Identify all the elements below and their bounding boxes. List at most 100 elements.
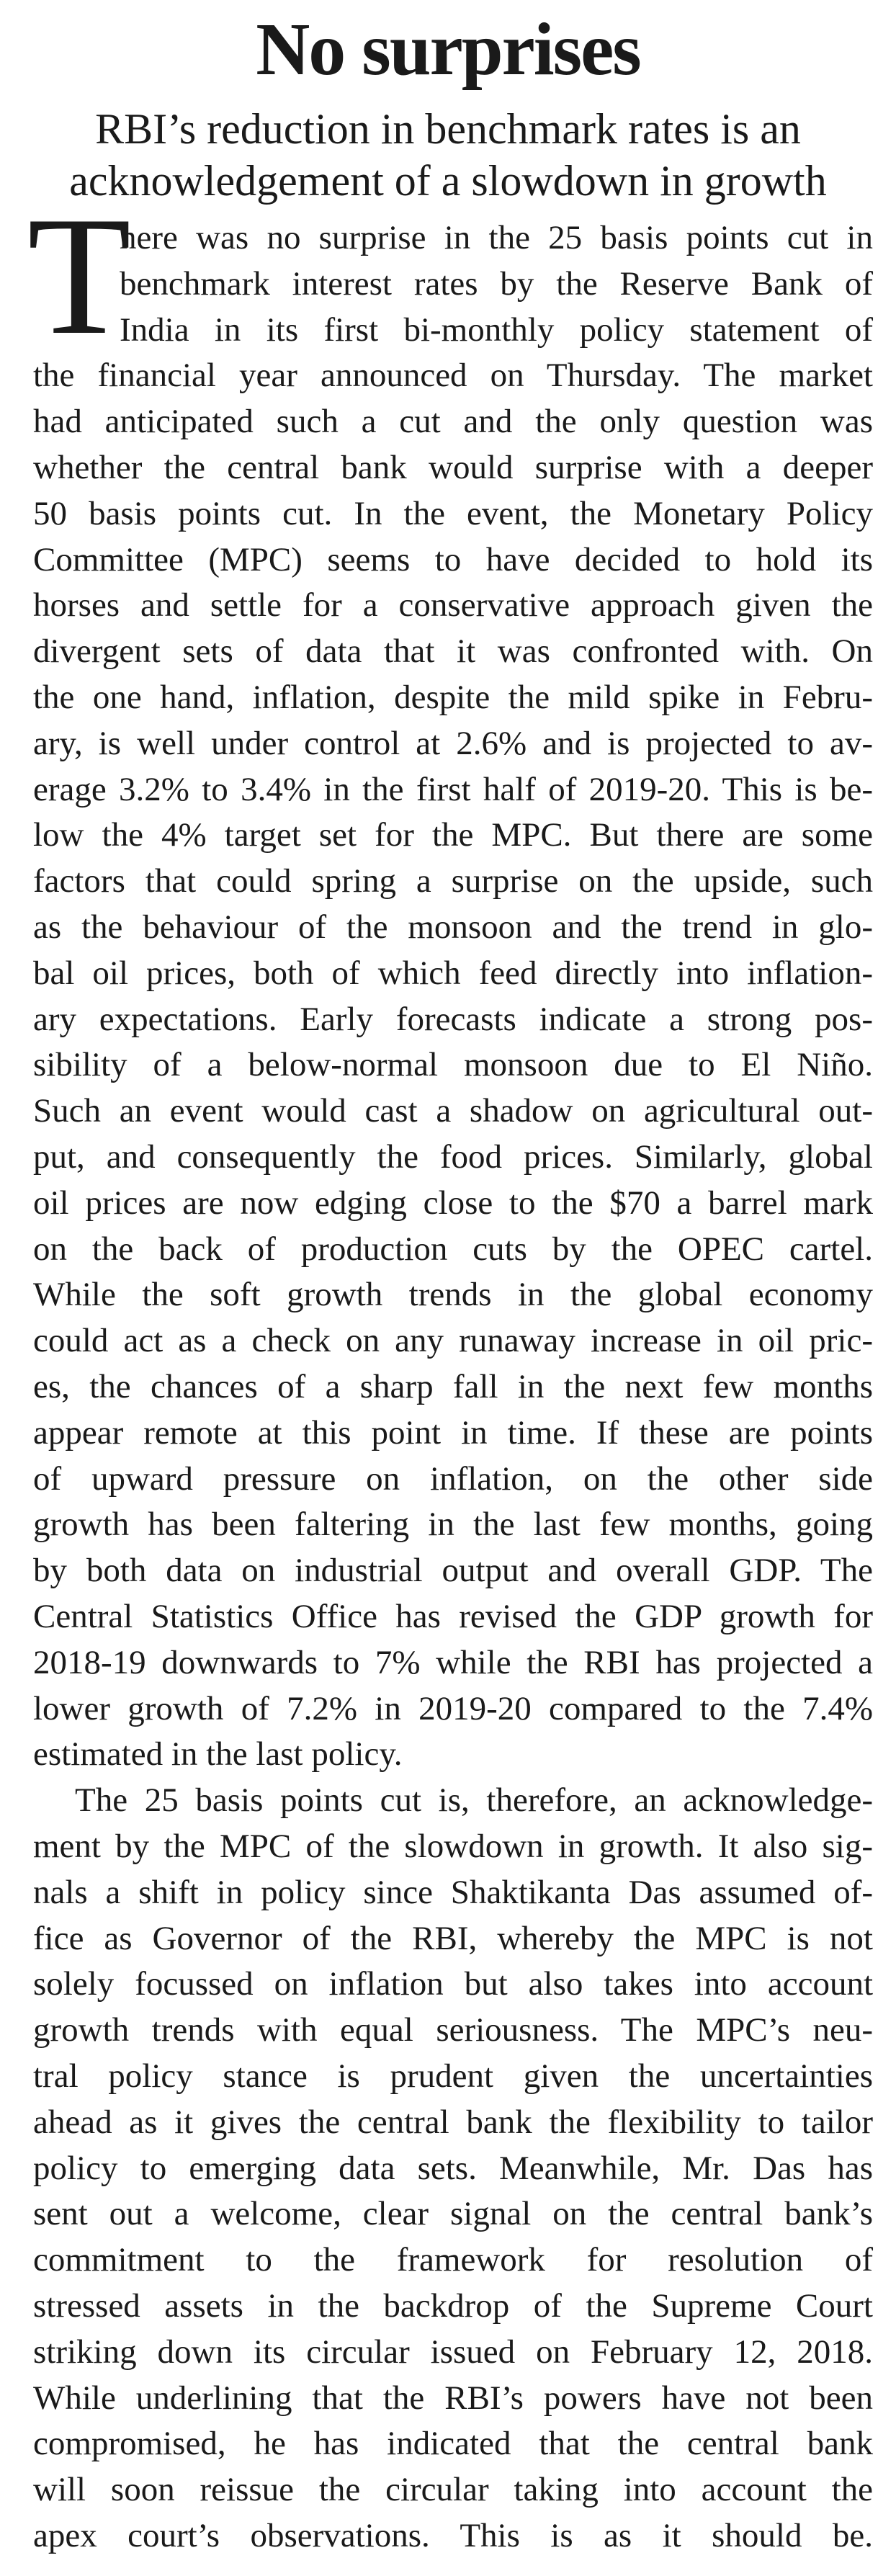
body-text: stressed assets in the backdrop of the S… [33,2287,873,2325]
body-line: the one hand, inflation, despite the mil… [33,674,873,720]
body-text: 2018-19 downwards to 7% while the RBI ha… [33,1643,873,1681]
body-text: commitment to the framework for resoluti… [33,2241,873,2279]
body-text: as the behaviour of the monsoon and the … [33,908,873,946]
body-line: horses and settle for a conservative app… [33,582,873,628]
body-line: growth trends with equal seriousness. Th… [33,2007,873,2053]
body-line: striking down its circular issued on Feb… [33,2329,873,2375]
body-text: While underlining that the RBI’s powers … [33,2379,873,2417]
body-line: divergent sets of data that it was confr… [33,628,873,674]
drop-cap: T [27,182,132,370]
body-text: will soon reissue the circular taking in… [33,2471,873,2509]
body-line: stressed assets in the backdrop of the S… [33,2283,873,2329]
body-line: nals a shift in policy since Shaktikanta… [33,1869,873,1915]
body-text: here was no surprise in the 25 basis poi… [120,219,873,256]
body-text: ahead as it gives the central bank the f… [33,2103,873,2141]
body-text: oil prices are now edging close to the $… [33,1184,873,1222]
body-line: of upward pressure on inflation, on the … [33,1456,873,1502]
body-line: as the behaviour of the monsoon and the … [33,904,873,950]
body-line: apex court’s observations. This is as it… [33,2513,873,2559]
body-line: benchmark interest rates by the Reserve … [120,261,873,307]
body-line: ahead as it gives the central bank the f… [33,2099,873,2145]
body-text: horses and settle for a conservative app… [33,586,873,625]
body-text: the one hand, inflation, despite the mil… [33,679,873,716]
body-text: by both data on industrial output and ov… [33,1552,873,1590]
body-line: While the soft growth trends in the glob… [33,1271,873,1318]
body-text: es, the chances of a sharp fall in the n… [33,1368,873,1405]
body-text: ary expectations. Early forecasts indica… [33,1000,873,1038]
body-line: had anticipated such a cut and the only … [33,398,873,444]
body-text: India in its first bi-monthly policy sta… [120,310,873,349]
body-text: solely focussed on inflation but also ta… [33,1965,873,2003]
body-line: on the back of production cuts by the OP… [33,1226,873,1272]
body-text: low the 4% target set for the MPC. But t… [33,816,873,854]
body-text: lower growth of 7.2% in 2019-20 compared… [33,1689,873,1727]
body-text: Committee (MPC) seems to have decided to… [33,540,873,578]
body-line: estimated in the last policy. [33,1731,873,1777]
body-text: sibility of a below-normal monsoon due t… [33,1046,873,1084]
body-text: on the back of production cuts by the OP… [33,1230,873,1268]
body-line: ment by the MPC of the slowdown in growt… [33,1823,873,1869]
body-text: ment by the MPC of the slowdown in growt… [33,1828,873,1865]
body-text: policy to emerging data sets. Meanwhile,… [33,2149,873,2187]
body-line: ary expectations. Early forecasts indica… [33,996,873,1042]
body-text: nals a shift in policy since Shaktikanta… [33,1873,873,1911]
body-line: sent out a welcome, clear signal on the … [33,2191,873,2237]
body-text: benchmark interest rates by the Reserve … [120,264,873,303]
body-line: growth has been faltering in the last fe… [33,1501,873,1547]
body-line: appear remote at this point in time. If … [33,1410,873,1456]
body-line: commitment to the framework for resoluti… [33,2237,873,2283]
body-line: lower growth of 7.2% in 2019-20 compared… [33,1686,873,1732]
body-line: factors that could spring a surprise on … [33,858,873,904]
body-text: The 25 basis points cut is, therefore, a… [75,1781,873,1820]
body-text: Such an event would cast a shadow on agr… [33,1092,873,1130]
body-line: India in its first bi-monthly policy sta… [120,307,873,353]
body-line: fice as Governor of the RBI, whereby the… [33,1915,873,1962]
body-text: sent out a welcome, clear signal on the … [33,2195,873,2233]
body-text: could act as a check on any runaway incr… [33,1322,873,1360]
body-text: 50 basis points cut. In the event, the M… [33,494,873,532]
body-text: While the soft growth trends in the glob… [33,1276,873,1314]
body-text: the financial year announced on Thursday… [33,357,873,395]
body-line: here was no surprise in the 25 basis poi… [120,215,873,261]
body-line: could act as a check on any runaway incr… [33,1318,873,1364]
body-line: The 25 basis points cut is, therefore, a… [75,1777,873,1823]
body-line: 2018-19 downwards to 7% while the RBI ha… [33,1640,873,1686]
body-text: growth has been faltering in the last fe… [33,1506,873,1544]
body-text: ary, is well under control at 2.6% and i… [33,724,873,762]
body-line: whether the central bank would surprise … [33,444,873,491]
body-line: es, the chances of a sharp fall in the n… [33,1364,873,1410]
body-text: estimated in the last policy. [33,1735,403,1774]
body-line: tral policy stance is prudent given the … [33,2053,873,2099]
body-line: oil prices are now edging close to the $… [33,1180,873,1226]
body-text: had anticipated such a cut and the only … [33,403,873,441]
body-line: erage 3.2% to 3.4% in the first half of … [33,766,873,813]
body-line: policy to emerging data sets. Meanwhile,… [33,2145,873,2191]
body-text: tral policy stance is prudent given the … [33,2057,873,2095]
subtitle-line: acknowledgement of a slowdown in growth [69,157,827,205]
body-line: will soon reissue the circular taking in… [33,2467,873,2513]
body-line: low the 4% target set for the MPC. But t… [33,812,873,858]
subtitle-line: RBI’s reduction in benchmark rates is an [95,105,801,153]
body-text: erage 3.2% to 3.4% in the first half of … [33,770,873,808]
body-line: sibility of a below-normal monsoon due t… [33,1042,873,1088]
body-line: solely focussed on inflation but also ta… [33,1961,873,2007]
body-line: Such an event would cast a shadow on agr… [33,1088,873,1134]
body-line: the financial year announced on Thursday… [33,352,873,398]
headline: No surprises [256,8,642,91]
body-text: whether the central bank would surprise … [33,449,873,486]
body-text: compromised, he has indicated that the c… [33,2425,873,2463]
body-text: Central Statistics Office has revised th… [33,1598,873,1635]
body-line: Central Statistics Office has revised th… [33,1593,873,1640]
body-text: factors that could spring a surprise on … [33,862,873,900]
body-text: growth trends with equal seriousness. Th… [33,2011,873,2049]
body-line: ary, is well under control at 2.6% and i… [33,720,873,766]
body-line: put, and consequently the food prices. S… [33,1134,873,1180]
body-text: striking down its circular issued on Feb… [33,2333,873,2371]
body-line: Committee (MPC) seems to have decided to… [33,537,873,583]
body-text: apex court’s observations. This is as it… [33,2517,873,2554]
body-text: appear remote at this point in time. If … [33,1413,873,1452]
body-line: compromised, he has indicated that the c… [33,2420,873,2467]
body-line: While underlining that the RBI’s powers … [33,2375,873,2421]
body-text: of upward pressure on inflation, on the … [33,1459,873,1498]
